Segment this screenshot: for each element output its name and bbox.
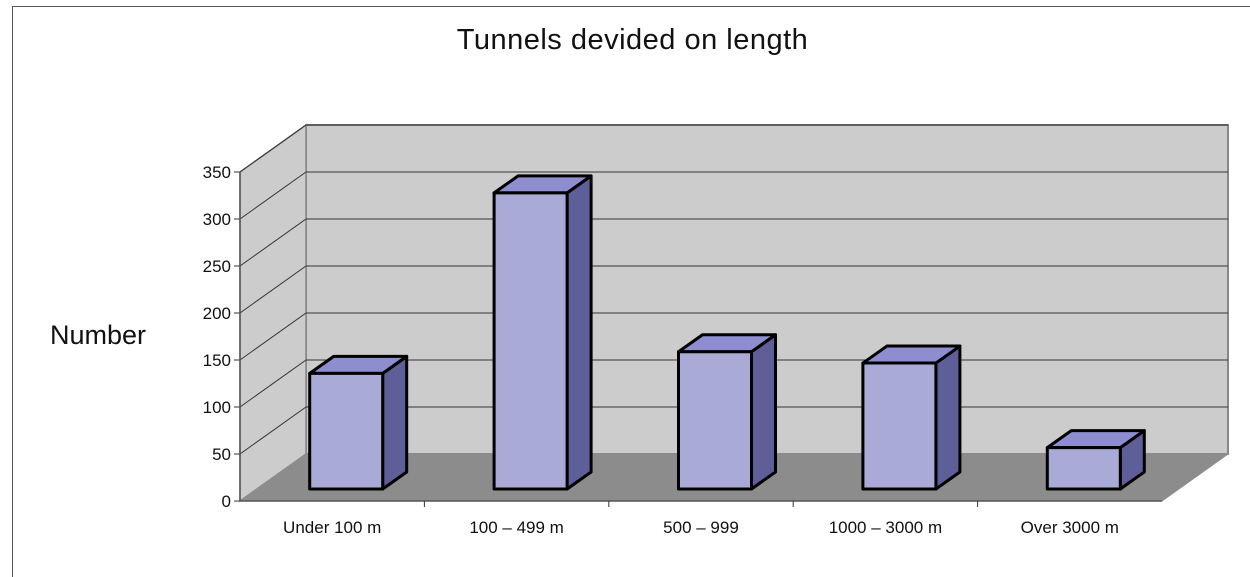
x-tick-label: Under 100 m [283,518,381,537]
y-axis-label: Number [50,320,147,350]
bar-side [381,354,409,491]
gridline-side [239,171,307,220]
side-wall [239,123,307,503]
gridline-side [239,406,307,455]
bar [861,361,938,491]
y-tick-label: 350 [203,163,231,182]
bar-side [934,344,962,491]
x-tick-label: 100 – 499 m [469,518,564,537]
y-tick-label: 0 [222,492,231,511]
gridline-side [239,312,307,361]
y-tick-label: 300 [203,210,231,229]
gridline-side [239,359,307,408]
chart-title: Tunnels devided on length [456,24,809,56]
bar [308,371,385,491]
y-tick-label: 150 [203,351,231,370]
y-tick-label: 50 [212,445,231,464]
bar [492,191,569,491]
y-tick-label: 200 [203,304,231,323]
gridline-side [239,265,307,314]
y-tick-label: 100 [203,398,231,417]
x-tick-label: 1000 – 3000 m [829,518,942,537]
gridline-side [239,124,307,173]
bar [677,350,753,491]
x-tick-label: 500 – 999 [663,518,739,537]
bar [1045,446,1122,491]
gridline-side [239,218,307,267]
bar-side [565,174,593,491]
bar-side [750,333,777,491]
x-tick-label: Over 3000 m [1021,518,1119,537]
y-tick-label: 250 [203,257,231,276]
